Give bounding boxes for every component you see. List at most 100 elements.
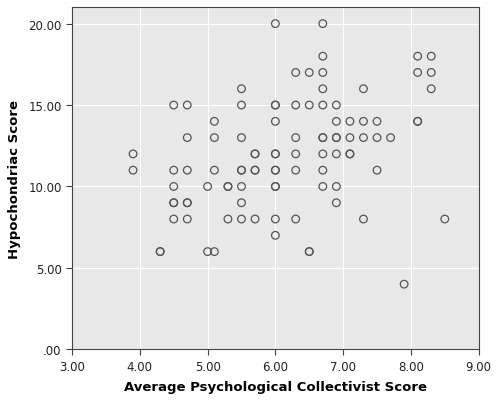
Point bbox=[292, 151, 300, 158]
Point bbox=[319, 54, 327, 60]
Point bbox=[251, 151, 259, 158]
Point bbox=[306, 70, 314, 77]
Point bbox=[129, 168, 137, 174]
Point bbox=[306, 249, 314, 255]
Point bbox=[346, 151, 354, 158]
Point bbox=[184, 216, 192, 223]
Point bbox=[272, 184, 280, 190]
Point bbox=[272, 233, 280, 239]
Point bbox=[360, 135, 368, 142]
Point bbox=[414, 54, 422, 60]
Point bbox=[170, 200, 177, 207]
Point bbox=[319, 184, 327, 190]
Point bbox=[238, 103, 246, 109]
Point bbox=[427, 86, 435, 93]
Point bbox=[306, 249, 314, 255]
Point bbox=[238, 216, 246, 223]
Point bbox=[332, 103, 340, 109]
Point bbox=[427, 70, 435, 77]
Point bbox=[210, 135, 218, 142]
Point bbox=[129, 151, 137, 158]
Point bbox=[414, 70, 422, 77]
Point bbox=[184, 103, 192, 109]
Point bbox=[170, 184, 177, 190]
Point bbox=[156, 249, 164, 255]
Point bbox=[319, 151, 327, 158]
Point bbox=[184, 168, 192, 174]
Point bbox=[292, 70, 300, 77]
Point bbox=[346, 119, 354, 125]
Point bbox=[238, 168, 246, 174]
Point bbox=[441, 216, 449, 223]
Point bbox=[292, 103, 300, 109]
Point bbox=[272, 119, 280, 125]
Point bbox=[319, 135, 327, 142]
Point bbox=[319, 70, 327, 77]
Point bbox=[400, 281, 408, 288]
Point bbox=[204, 249, 212, 255]
Point bbox=[272, 168, 280, 174]
Point bbox=[170, 216, 177, 223]
Point bbox=[251, 216, 259, 223]
Point bbox=[319, 168, 327, 174]
Point bbox=[238, 184, 246, 190]
Point bbox=[306, 103, 314, 109]
Point bbox=[319, 103, 327, 109]
Point bbox=[210, 168, 218, 174]
Point bbox=[272, 103, 280, 109]
Point bbox=[272, 103, 280, 109]
Point bbox=[210, 119, 218, 125]
Point bbox=[292, 135, 300, 142]
Point bbox=[292, 168, 300, 174]
Point bbox=[373, 168, 381, 174]
Point bbox=[272, 184, 280, 190]
Point bbox=[360, 216, 368, 223]
Point bbox=[251, 168, 259, 174]
Point bbox=[170, 168, 177, 174]
Point bbox=[184, 200, 192, 207]
Point bbox=[184, 200, 192, 207]
Point bbox=[386, 135, 394, 142]
Point bbox=[156, 249, 164, 255]
Point bbox=[373, 135, 381, 142]
Point bbox=[373, 119, 381, 125]
Point bbox=[204, 184, 212, 190]
Point bbox=[414, 119, 422, 125]
Point bbox=[238, 168, 246, 174]
Y-axis label: Hypochondriac Score: Hypochondriac Score bbox=[8, 99, 22, 258]
Point bbox=[346, 151, 354, 158]
X-axis label: Average Psychological Collectivist Score: Average Psychological Collectivist Score bbox=[124, 380, 427, 393]
Point bbox=[238, 200, 246, 207]
Point bbox=[332, 135, 340, 142]
Point bbox=[319, 86, 327, 93]
Point bbox=[251, 168, 259, 174]
Point bbox=[360, 86, 368, 93]
Point bbox=[224, 184, 232, 190]
Point bbox=[272, 151, 280, 158]
Point bbox=[170, 200, 177, 207]
Point bbox=[170, 103, 177, 109]
Point bbox=[360, 119, 368, 125]
Point bbox=[319, 135, 327, 142]
Point bbox=[210, 249, 218, 255]
Point bbox=[332, 200, 340, 207]
Point bbox=[184, 135, 192, 142]
Point bbox=[346, 135, 354, 142]
Point bbox=[272, 216, 280, 223]
Point bbox=[319, 21, 327, 28]
Point bbox=[272, 21, 280, 28]
Point bbox=[238, 135, 246, 142]
Point bbox=[332, 184, 340, 190]
Point bbox=[272, 168, 280, 174]
Point bbox=[427, 54, 435, 60]
Point bbox=[332, 151, 340, 158]
Point bbox=[224, 184, 232, 190]
Point bbox=[272, 151, 280, 158]
Point bbox=[332, 119, 340, 125]
Point bbox=[251, 151, 259, 158]
Point bbox=[414, 119, 422, 125]
Point bbox=[224, 216, 232, 223]
Point bbox=[238, 86, 246, 93]
Point bbox=[332, 135, 340, 142]
Point bbox=[292, 216, 300, 223]
